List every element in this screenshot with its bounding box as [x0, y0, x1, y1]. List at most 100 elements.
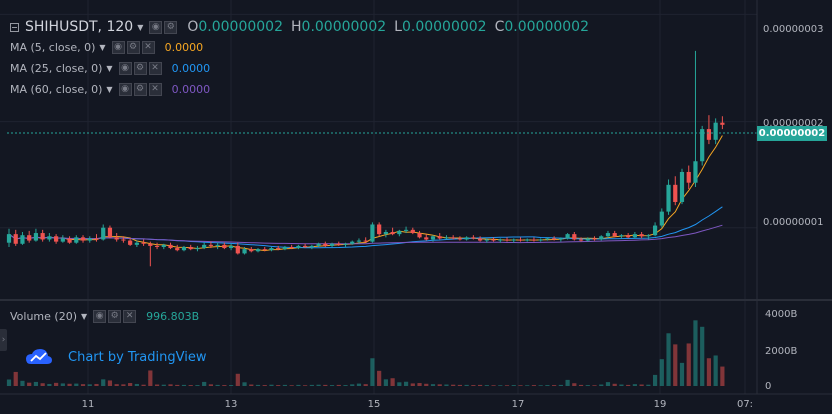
candle-body: [323, 243, 328, 246]
candle-body: [652, 225, 658, 236]
chevron-down-icon[interactable]: ▼: [81, 312, 88, 321]
candle-body: [430, 236, 436, 240]
volume-bar: [188, 385, 193, 386]
volume-bar: [336, 384, 341, 386]
volume-bar: [350, 384, 355, 386]
volume-label[interactable]: Volume (20): [10, 310, 77, 323]
price-axis-panel[interactable]: [757, 0, 832, 394]
ma25-legend: MA (25, close, 0) ▼ ◉ ⚙ ✕ 0.0000: [10, 62, 210, 75]
candle-body: [262, 249, 267, 251]
candle-body: [383, 231, 388, 235]
volume-bar: [107, 380, 113, 386]
ma60-label[interactable]: MA (60, close, 0): [10, 83, 103, 96]
volume-bar: [592, 385, 597, 386]
ma5-legend: MA (5, close, 0) ▼ ◉ ⚙ ✕ 0.0000: [10, 41, 203, 54]
volume-bar: [558, 384, 563, 386]
volume-bar: [700, 326, 705, 386]
volume-bar: [101, 379, 106, 386]
time-axis-labels[interactable]: 11 13 15 17 19 07:: [82, 399, 753, 410]
chart-grid: [0, 0, 757, 394]
time-tick-label: 19: [654, 399, 667, 410]
candle-body: [679, 171, 685, 202]
eye-icon[interactable]: ◉: [149, 20, 163, 34]
volume-tick-label: 0: [765, 381, 771, 392]
close-icon[interactable]: ✕: [148, 62, 162, 75]
gear-icon[interactable]: ⚙: [108, 310, 122, 323]
volume-bar: [397, 382, 402, 386]
eye-icon[interactable]: ◉: [111, 41, 125, 54]
chevron-down-icon[interactable]: ▼: [137, 22, 144, 32]
time-tick-label: 15: [368, 399, 381, 410]
candle-body: [222, 244, 227, 249]
volume-bar: [531, 385, 537, 386]
volume-bar: [498, 385, 503, 386]
volume-bar: [504, 385, 510, 386]
symbol-name[interactable]: SHIHUSDT: [25, 19, 98, 35]
volume-bar: [121, 384, 126, 386]
candle-body: [128, 240, 133, 245]
candle-body: [87, 238, 92, 241]
volume-bar: [262, 385, 267, 386]
volume-bar: [316, 384, 321, 386]
candle-body: [134, 242, 139, 245]
volume-bar: [296, 384, 301, 386]
volume-bar: [168, 384, 173, 386]
volume-bar: [343, 385, 348, 386]
volume-value: 996.803B: [146, 310, 200, 323]
gear-icon[interactable]: ⚙: [164, 20, 178, 34]
chevron-down-icon[interactable]: ▼: [106, 85, 113, 94]
high-label: H: [291, 19, 302, 35]
close-icon[interactable]: ✕: [148, 83, 162, 96]
candle-body: [114, 237, 119, 240]
candle-body: [545, 238, 550, 240]
volume-bar: [154, 384, 160, 386]
volume-bar: [148, 370, 153, 386]
candle-body: [511, 239, 516, 241]
close-icon[interactable]: ✕: [123, 310, 137, 323]
volume-bar: [128, 383, 133, 386]
eye-icon[interactable]: ◉: [118, 62, 132, 75]
volume-bar: [430, 384, 436, 386]
chevron-down-icon[interactable]: ▼: [99, 43, 106, 52]
volume-tick-label: 2000B: [765, 346, 797, 357]
volume-bar: [303, 385, 308, 386]
eye-icon[interactable]: ◉: [118, 83, 132, 96]
candle-body: [202, 244, 207, 249]
chevron-down-icon[interactable]: ▼: [106, 64, 113, 73]
tradingview-logo[interactable]: Chart by TradingView: [26, 348, 206, 366]
ma25-label[interactable]: MA (25, close, 0): [10, 62, 103, 75]
volume-bar: [40, 383, 45, 386]
candle-body: [242, 249, 247, 254]
candle-body: [356, 240, 362, 242]
sidebar-toggle-handle[interactable]: ›: [0, 329, 7, 351]
candle-body: [558, 238, 563, 240]
volume-axis-labels: 4000B 2000B 0: [765, 309, 797, 392]
tradingview-credit[interactable]: Chart by TradingView: [68, 349, 207, 365]
ma5-label[interactable]: MA (5, close, 0): [10, 41, 96, 54]
collapse-legend-icon[interactable]: [10, 22, 19, 32]
candle-body: [713, 122, 718, 140]
volume-bar: [424, 383, 429, 386]
close-icon[interactable]: ✕: [141, 41, 155, 54]
ma60-legend: MA (60, close, 0) ▼ ◉ ⚙ ✕ 0.0000: [10, 83, 210, 96]
candle-body: [121, 239, 126, 241]
candle-body: [693, 161, 698, 183]
volume-bar: [457, 384, 463, 386]
volume-bar: [255, 384, 261, 386]
volume-bar: [673, 344, 678, 386]
gear-icon[interactable]: ⚙: [133, 83, 147, 96]
eye-icon[interactable]: ◉: [93, 310, 107, 323]
candle-body: [249, 249, 254, 252]
candle-body: [282, 246, 288, 250]
gear-icon[interactable]: ⚙: [133, 62, 147, 75]
gear-icon[interactable]: ⚙: [126, 41, 140, 54]
candle-body: [329, 243, 335, 246]
high-value: 0.00000002: [301, 19, 387, 35]
candle-body: [336, 243, 341, 245]
candle-body: [585, 238, 590, 241]
candle-body: [47, 236, 52, 240]
candle-body: [612, 233, 617, 237]
candle-body: [94, 238, 99, 240]
interval-label[interactable]: 120: [106, 19, 134, 35]
